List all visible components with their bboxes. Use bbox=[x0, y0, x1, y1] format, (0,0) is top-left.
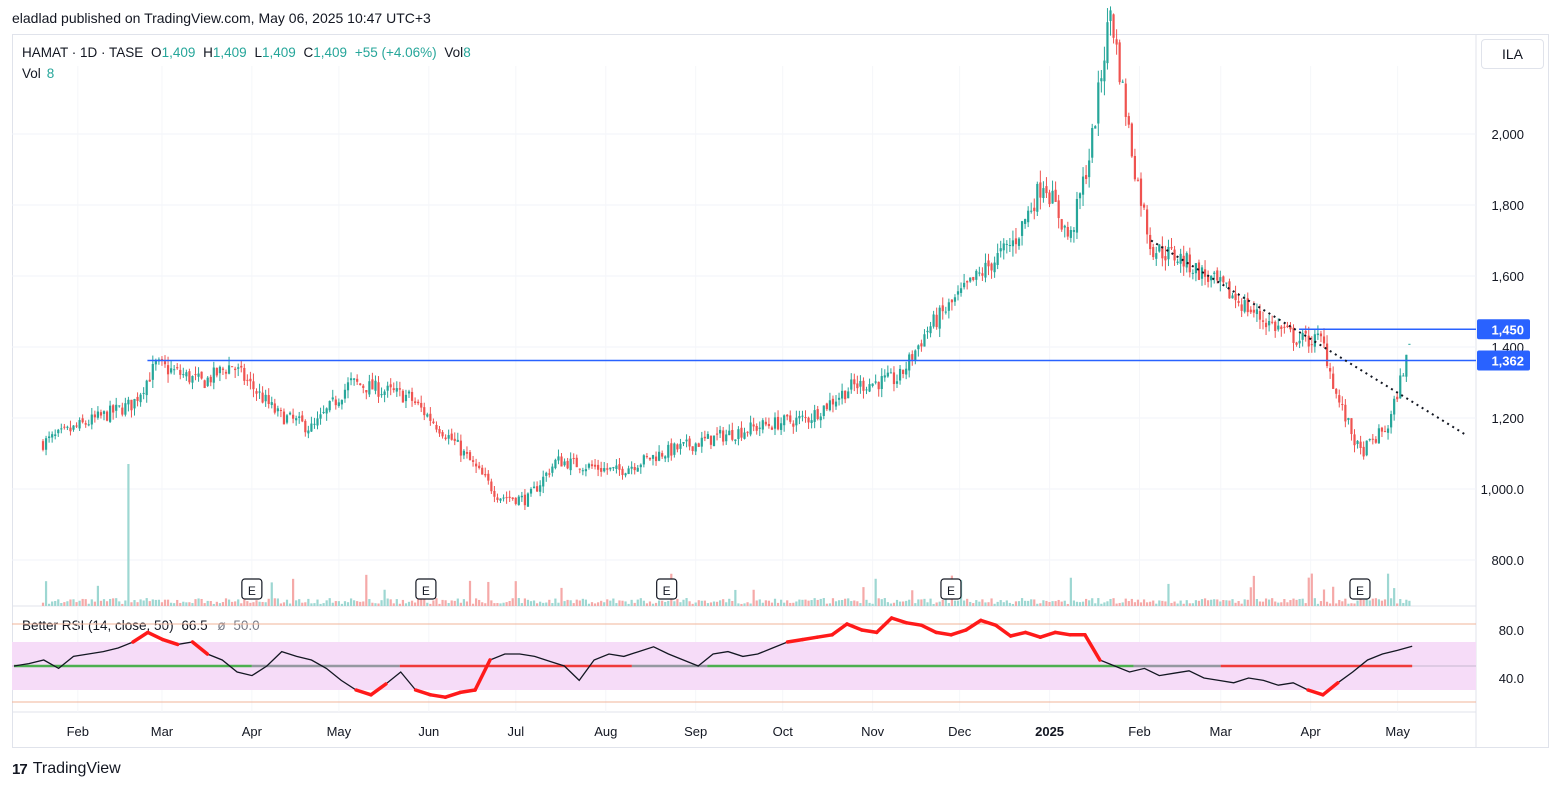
vol-value: 8 bbox=[463, 45, 471, 60]
volume-legend-label: Vol bbox=[22, 66, 41, 81]
chart-frame bbox=[12, 34, 1549, 748]
vol-label: Vol8 bbox=[444, 45, 471, 60]
rsi-value: 66.5 bbox=[181, 618, 208, 633]
rsi-mid-value: 50.0 bbox=[233, 618, 260, 633]
volume-legend-value: 8 bbox=[46, 66, 55, 81]
close-label: C1,409 bbox=[303, 45, 348, 60]
candle-body bbox=[1109, 10, 1112, 21]
symbol-legend: HAMAT · 1D · TASE O1,409 H1,409 L1,409 C… bbox=[22, 45, 475, 60]
low-value: 1,409 bbox=[261, 45, 296, 60]
volume-legend[interactable]: Vol 8 bbox=[22, 66, 54, 81]
rsi-title: Better RSI (14, close, 50) bbox=[22, 618, 174, 633]
publisher-line: eladlad published on TradingView.com, Ma… bbox=[12, 10, 431, 26]
low-label: L1,409 bbox=[254, 45, 296, 60]
symbol-label[interactable]: HAMAT · 1D · TASE bbox=[22, 45, 144, 60]
tradingview-brand[interactable]: 17 TradingView bbox=[12, 760, 121, 778]
open-label: O1,409 bbox=[151, 45, 196, 60]
change-value: +55 (+4.06%) bbox=[354, 45, 437, 60]
brand-name: TradingView bbox=[32, 760, 121, 777]
rsi-symbol: ø bbox=[217, 618, 226, 633]
high-value: 1,409 bbox=[212, 45, 247, 60]
currency-button[interactable]: ILA bbox=[1481, 39, 1544, 69]
tradingview-logo-icon: 17 bbox=[12, 760, 28, 778]
rsi-legend[interactable]: Better RSI (14, close, 50) 66.5 ø 50.0 bbox=[22, 618, 260, 633]
close-value: 1,409 bbox=[313, 45, 348, 60]
open-value: 1,409 bbox=[161, 45, 196, 60]
high-label: H1,409 bbox=[203, 45, 247, 60]
